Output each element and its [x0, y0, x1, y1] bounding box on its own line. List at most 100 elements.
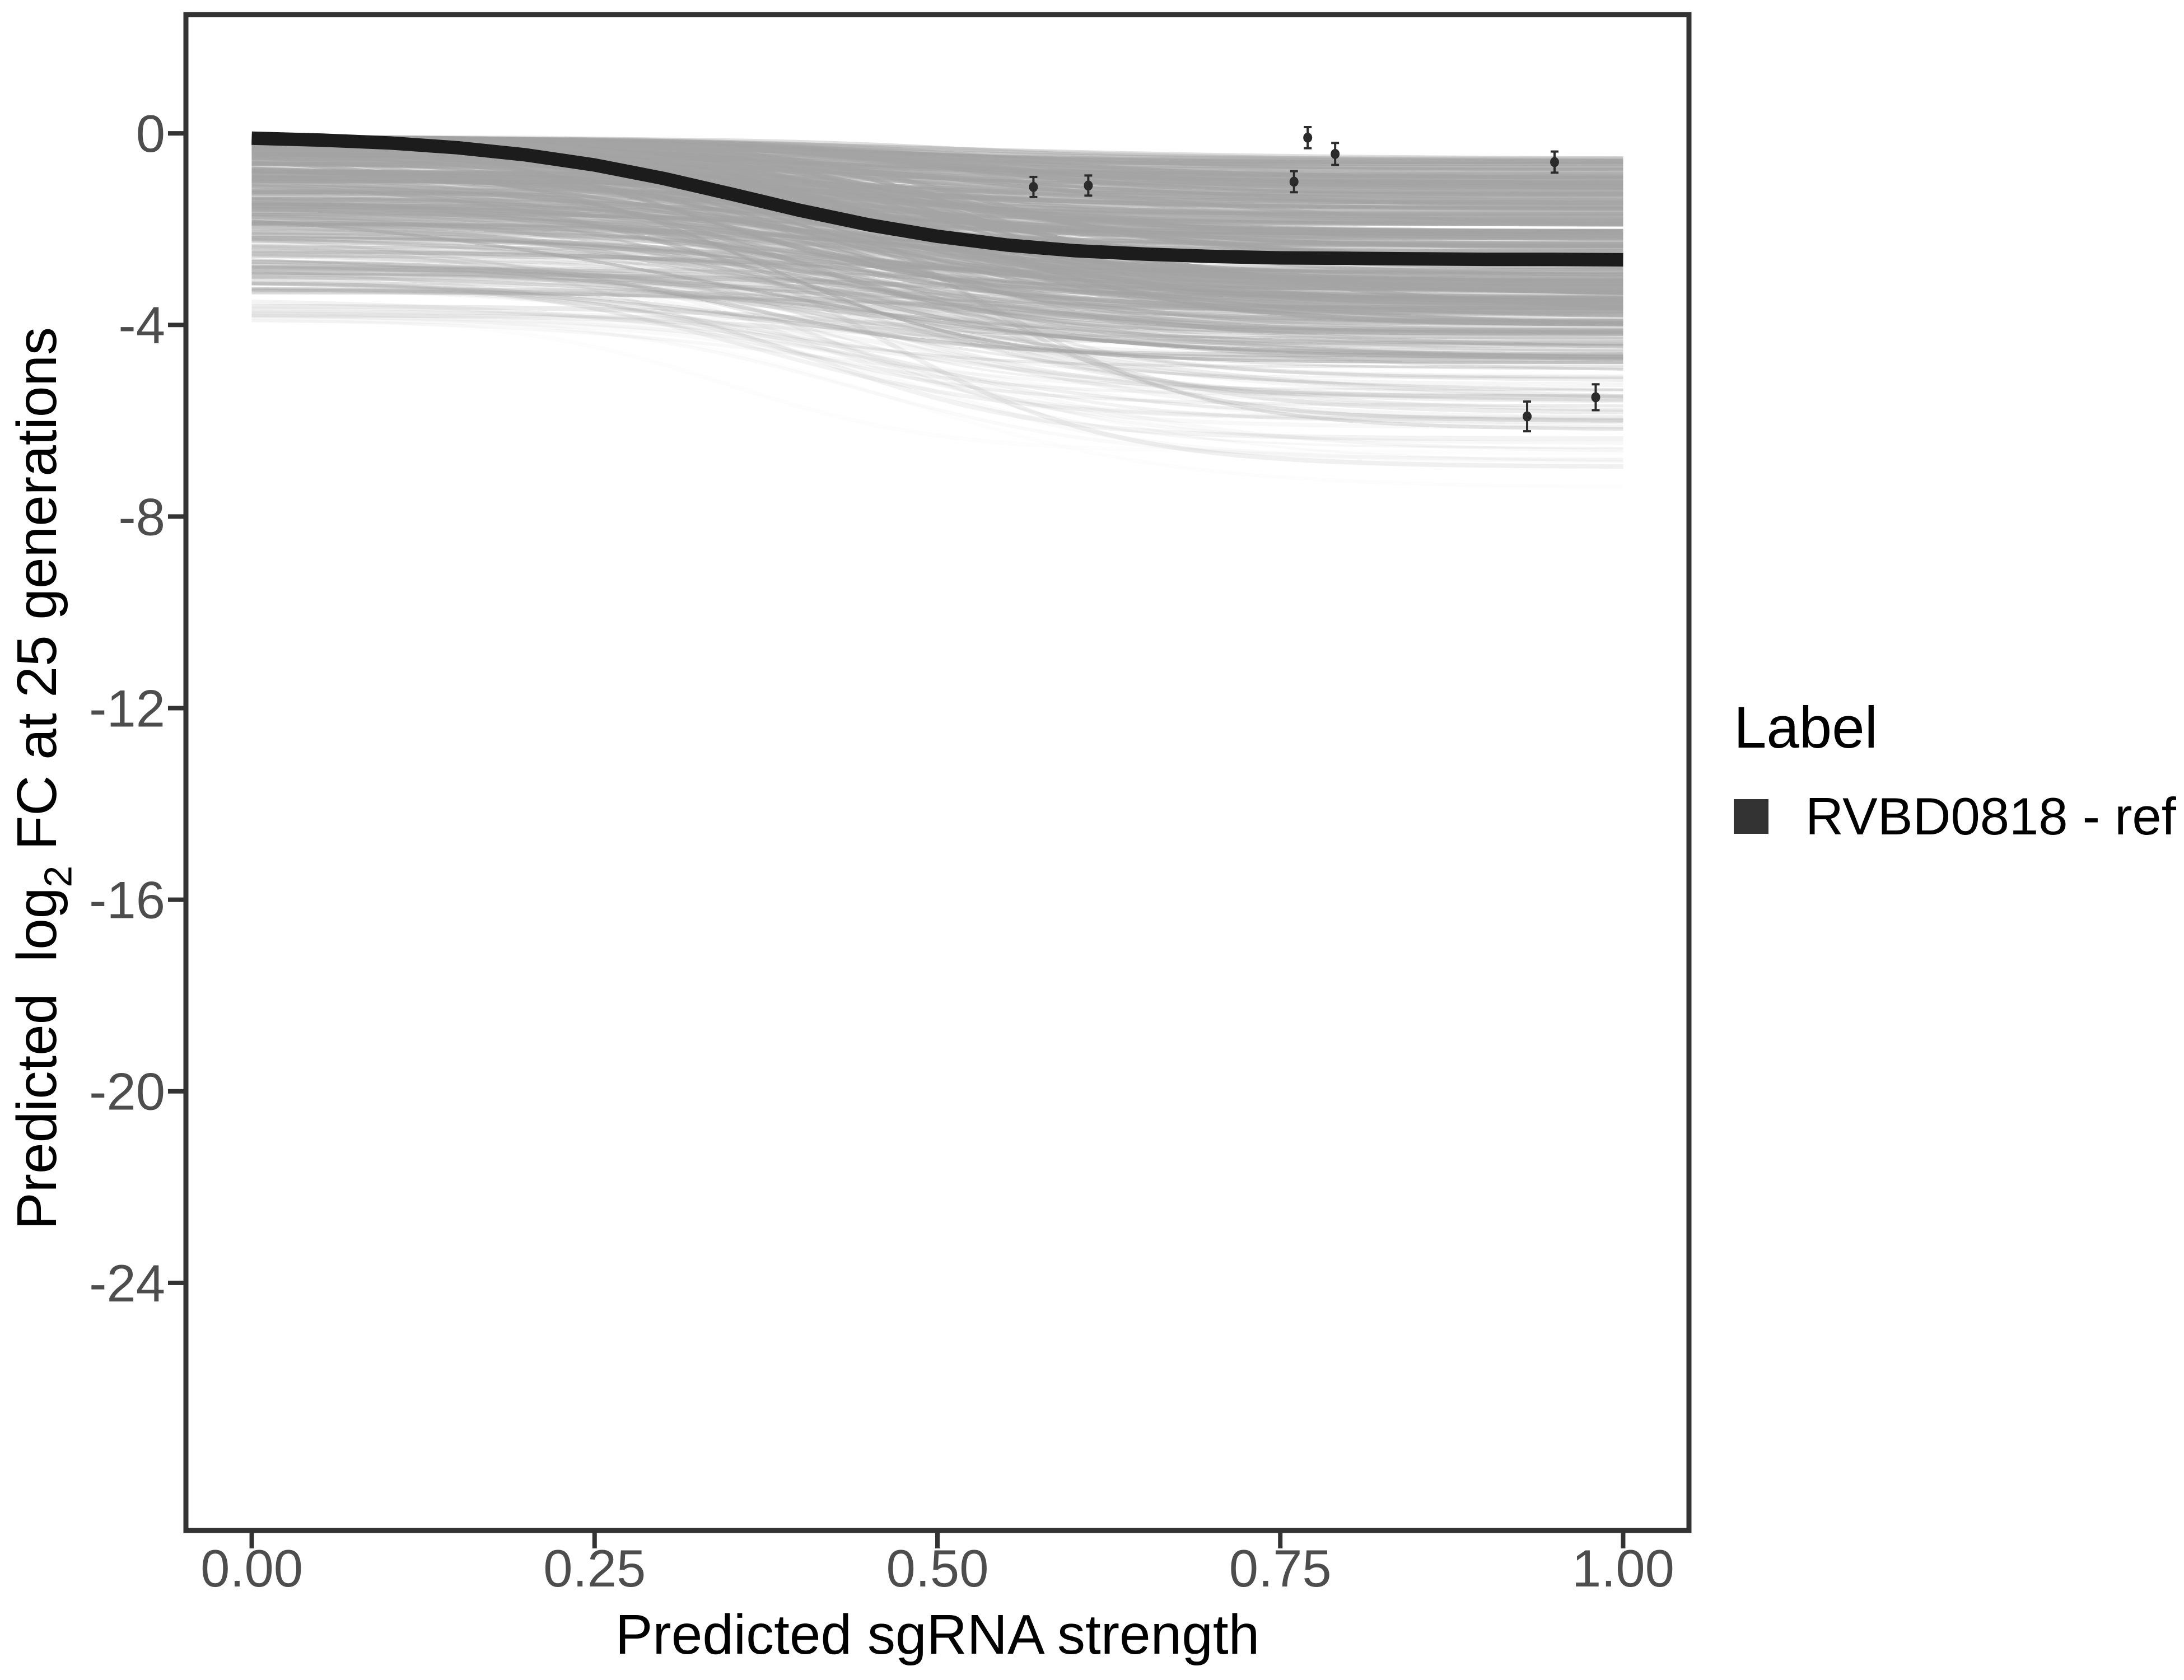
y-axis-title-prefix: Predicted log: [6, 887, 68, 1230]
x-axis-title: Predicted sgRNA strength: [615, 1603, 1260, 1666]
ensemble-curve: [251, 248, 1623, 402]
point-marker: [1084, 180, 1093, 191]
y-tick-label: -8: [118, 487, 165, 546]
ensemble-curve: [251, 175, 1623, 318]
point-marker: [1289, 176, 1299, 187]
ensemble-curve: [251, 164, 1623, 301]
ensemble-curve: [251, 209, 1623, 380]
ensemble-curve: [251, 275, 1623, 399]
ensemble-curve: [251, 282, 1623, 333]
ensemble-curve: [251, 178, 1623, 345]
ensemble-curve: [251, 288, 1623, 398]
ensemble-curve: [251, 265, 1623, 333]
ensemble-curve: [251, 136, 1623, 166]
ensemble-curve: [251, 154, 1623, 235]
ensemble-curve: [251, 272, 1623, 311]
ensemble-curve: [251, 178, 1623, 342]
ensemble-curve: [251, 221, 1623, 430]
ensemble-curve: [251, 286, 1623, 441]
ensemble-curve: [251, 251, 1623, 316]
ensemble-curve: [251, 308, 1623, 420]
ensemble-curve: [251, 175, 1623, 225]
x-tick-label: 1.00: [1572, 1539, 1674, 1598]
ensemble-curve: [251, 310, 1623, 429]
errorbar-point: [1523, 400, 1532, 433]
ensemble-curve: [251, 225, 1623, 360]
ensemble-curve: [251, 136, 1623, 247]
ensemble-curve: [251, 203, 1623, 469]
ensemble-curve: [251, 217, 1623, 379]
legend-entry: RVBD0818 - ref: [1734, 787, 2176, 846]
ensemble-curve: [251, 220, 1623, 326]
ensemble-curve: [251, 218, 1623, 273]
ensemble-curve: [251, 260, 1623, 345]
ensemble-curve: [251, 164, 1623, 399]
errorbar-point: [1303, 125, 1313, 150]
ensemble-curve: [251, 306, 1623, 463]
ensemble-curve: [251, 236, 1623, 315]
x-tick-labels: 0.00 0.25 0.50 0.75 1.00: [200, 1539, 1674, 1598]
ensemble-curve: [251, 253, 1623, 327]
ensemble-curve: [251, 282, 1623, 355]
point-marker: [1331, 148, 1340, 159]
y-axis-title: Predicted log2 FC at 25 generations: [2, 218, 80, 1338]
y-tick-label: -20: [89, 1062, 165, 1121]
ensemble-curve: [251, 204, 1623, 379]
ensemble-curve: [251, 171, 1623, 209]
ensemble-curve: [251, 268, 1623, 294]
ensemble-curve: [251, 220, 1623, 361]
ensemble-curve: [251, 180, 1623, 210]
ensemble-curve: [251, 244, 1623, 300]
y-tick-label: -12: [89, 679, 165, 738]
point-marker: [1029, 181, 1038, 192]
y-tick-label: 0: [136, 104, 165, 163]
ensemble-curve: [251, 237, 1623, 279]
ensemble-curve: [251, 226, 1623, 296]
y-tick-labels: 0 -4 -8 -12 -16 -20 -24: [89, 104, 165, 1313]
ensemble-curve: [251, 290, 1623, 348]
ensemble-curve: [251, 201, 1623, 310]
point-marker: [1550, 157, 1560, 167]
ensemble-curve: [251, 270, 1623, 450]
ensemble-curve: [251, 267, 1623, 391]
ensemble-curve: [251, 254, 1623, 420]
axis-ticks: [168, 131, 1626, 1548]
ensemble-curve: [251, 273, 1623, 403]
ensemble-curve: [251, 276, 1623, 422]
errorbar-point: [1591, 383, 1600, 412]
errorbar-point: [1289, 170, 1299, 194]
ensemble-curve: [251, 214, 1623, 326]
ensemble-curve: [251, 277, 1623, 445]
ensemble-curve: [251, 221, 1623, 317]
ensemble-curve: [251, 253, 1623, 337]
ensemble-curve: [251, 136, 1623, 183]
errorbar-point: [1084, 174, 1093, 197]
ensemble-curve: [251, 251, 1623, 367]
ensemble-curve: [251, 197, 1623, 313]
ensemble-curve: [251, 215, 1623, 393]
ensemble-curve: [251, 314, 1623, 461]
reference-curve: [251, 131, 1623, 267]
ensemble-curve: [251, 185, 1623, 333]
legend-entry-label: RVBD0818 - ref: [1805, 787, 2176, 846]
y-axis-title-subscript: 2: [36, 865, 80, 888]
ensemble-curve: [251, 266, 1623, 382]
data-points: [1029, 125, 1600, 433]
errorbar-point: [1029, 175, 1038, 198]
point-marker: [1523, 411, 1532, 422]
ensemble-curve: [251, 169, 1623, 365]
ensemble-curve: [251, 238, 1623, 330]
ensemble-curve: [251, 262, 1623, 399]
ensemble-curve: [251, 314, 1623, 452]
ensemble-curve: [251, 265, 1623, 388]
ensemble-curve: [251, 232, 1623, 352]
ensemble-curve: [251, 287, 1623, 332]
y-axis-title-suffix: FC at 25 generations: [6, 326, 68, 866]
ensemble-curve: [251, 264, 1623, 322]
ensemble-curve: [251, 299, 1623, 402]
legend: Label RVBD0818 - ref: [1734, 694, 2176, 846]
ensemble-curve: [251, 194, 1623, 278]
ensemble-curve: [251, 309, 1623, 424]
